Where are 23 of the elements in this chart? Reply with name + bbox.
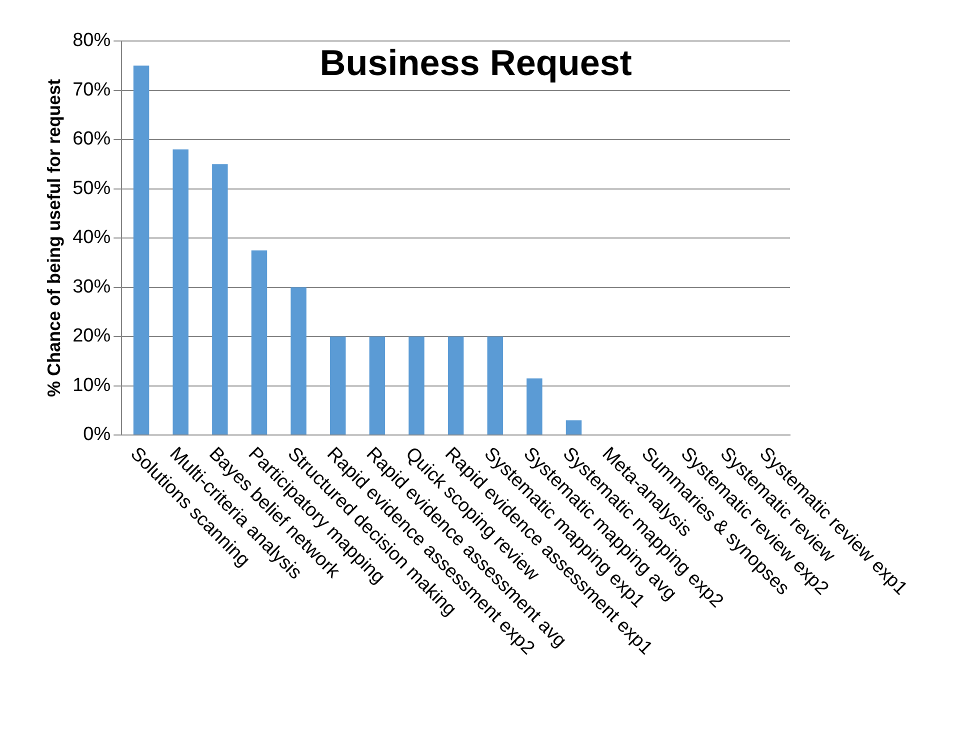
- bar: [526, 378, 542, 434]
- bar: [172, 149, 188, 434]
- bar: [408, 336, 424, 434]
- chart-title: Business Request: [320, 42, 632, 83]
- bar: [487, 336, 503, 434]
- bar: [448, 336, 464, 434]
- bar: [251, 250, 268, 434]
- y-tick-label: 20%: [72, 326, 111, 347]
- y-tick-label: 40%: [72, 227, 111, 248]
- y-tick-label: 80%: [72, 30, 111, 52]
- bar: [212, 164, 228, 434]
- bar: [133, 66, 150, 434]
- bar: [290, 287, 306, 434]
- y-tick-label: 10%: [72, 374, 111, 396]
- y-axis-title: % Chance of being useful for request: [44, 78, 64, 398]
- bar: [566, 420, 582, 434]
- bar: [330, 336, 346, 434]
- y-tick-label: 30%: [72, 276, 111, 298]
- y-tick-label: 0%: [83, 424, 111, 446]
- y-tick-label: 70%: [72, 79, 111, 100]
- bar: [369, 336, 386, 434]
- y-tick-label: 60%: [72, 128, 111, 150]
- y-tick-label: 50%: [72, 178, 111, 199]
